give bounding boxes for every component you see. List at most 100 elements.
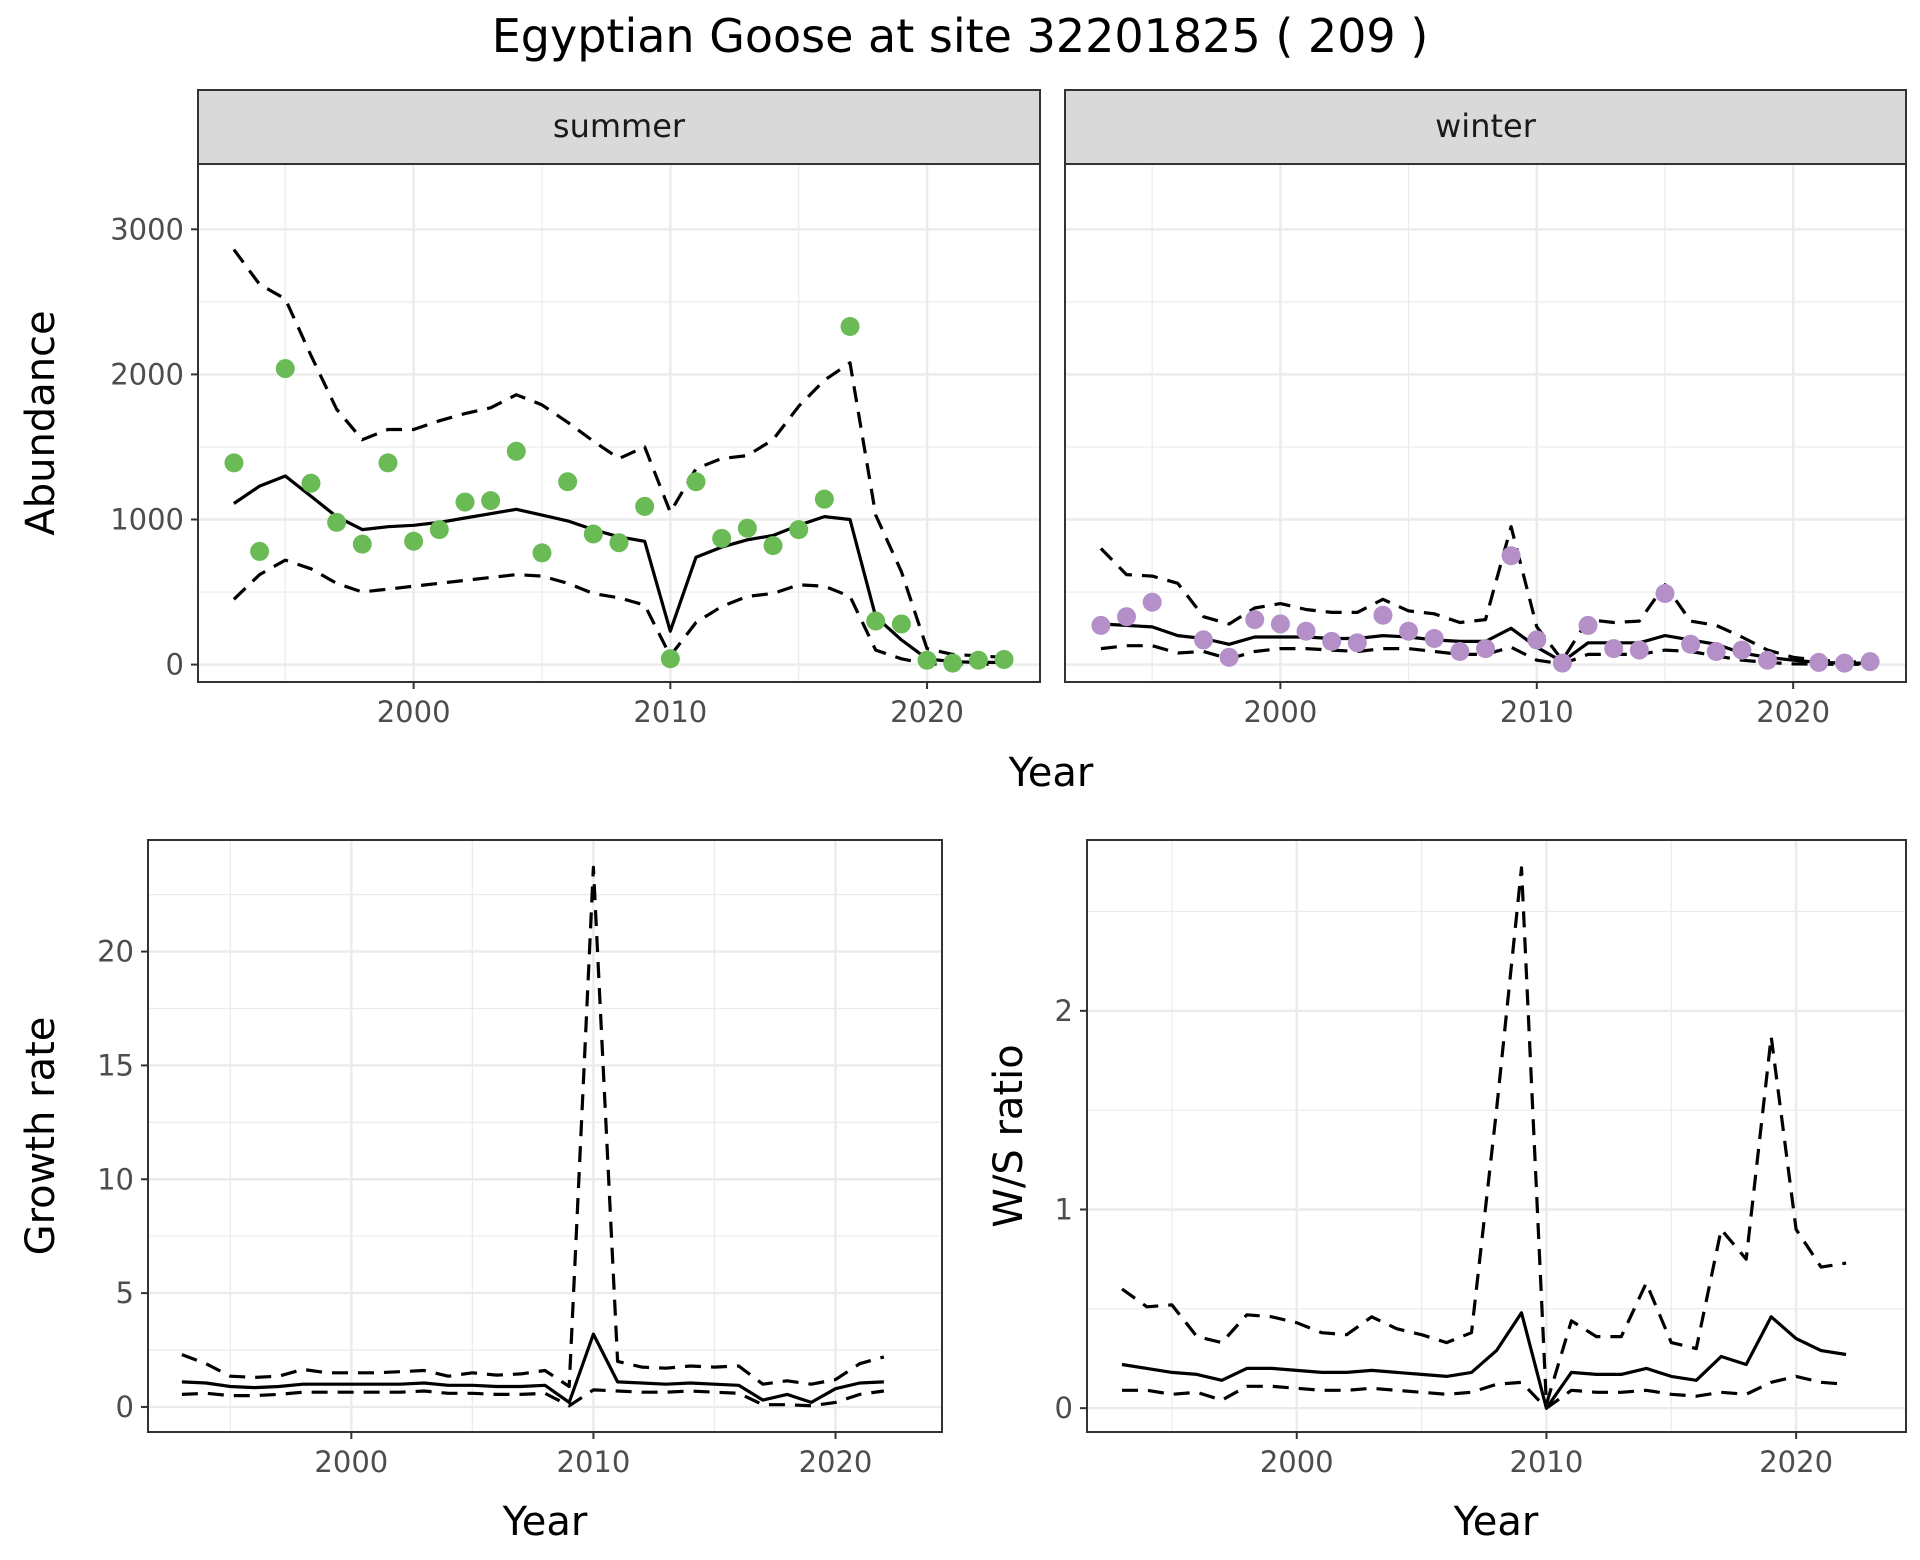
y-tick-label: 20 (97, 935, 134, 969)
data-point-summer-1994 (250, 541, 270, 561)
data-point-winter-2009 (1501, 546, 1521, 566)
data-point-summer-2000 (404, 531, 424, 551)
data-point-winter-2017 (1706, 642, 1726, 662)
data-point-summer-2005 (532, 543, 552, 563)
x-tick-label: 2020 (1756, 695, 1830, 729)
data-point-winter-2013 (1604, 639, 1624, 659)
series-lower-line (1122, 1374, 1847, 1410)
y-tick-label: 0 (116, 1390, 134, 1424)
data-point-summer-2015 (789, 520, 809, 540)
series-upper-line (181, 865, 885, 1389)
data-point-summer-2009 (635, 496, 655, 516)
x-tick-label: 2020 (890, 695, 964, 729)
panel-border (147, 839, 943, 1433)
data-point-summer-1998 (352, 534, 372, 554)
data-point-winter-2008 (1476, 639, 1495, 659)
series-upper-line (232, 248, 1005, 659)
data-point-winter-2012 (1578, 615, 1598, 635)
x-axis-title-growth: Year (502, 1499, 588, 1545)
panel-background (148, 840, 942, 1432)
data-point-summer-2011 (686, 472, 706, 492)
y-axis-title-abundance: Abundance (18, 310, 64, 535)
data-point-winter-1995 (1142, 592, 1162, 612)
data-point-summer-2012 (712, 528, 732, 548)
series-lower-line (232, 558, 1005, 666)
data-point-summer-2013 (737, 518, 757, 538)
series-fit-line (1121, 1311, 1847, 1410)
y-axis-title-growth: Growth rate (18, 1017, 64, 1256)
x-tick-label: 2010 (633, 695, 707, 729)
data-point-winter-1993 (1091, 615, 1111, 635)
x-axis-title-ratio: Year (1453, 1499, 1539, 1545)
panel-background (1087, 840, 1906, 1432)
data-point-summer-1997 (327, 512, 347, 532)
data-point-summer-2006 (558, 472, 578, 492)
data-point-summer-2023 (994, 650, 1014, 670)
data-point-winter-2005 (1399, 621, 1419, 641)
facet-strip-winter (1064, 89, 1907, 165)
panel-background (198, 164, 1040, 682)
series-fit-line (181, 1332, 884, 1404)
data-point-summer-2008 (609, 533, 629, 553)
data-point-winter-1998 (1219, 647, 1239, 667)
data-point-winter-1994 (1117, 607, 1137, 627)
x-tick-label: 2000 (314, 1445, 388, 1479)
y-tick-label: 0 (166, 648, 184, 682)
panel-border (1064, 163, 1907, 683)
x-tick-label: 2020 (799, 1445, 873, 1479)
data-point-summer-2004 (506, 441, 526, 461)
y-axis-title-ratio: W/S ratio (986, 1044, 1032, 1227)
series-upper-line (1099, 525, 1871, 664)
panel-background (1065, 164, 1906, 682)
data-point-summer-1999 (378, 453, 398, 473)
data-point-summer-2021 (943, 653, 963, 673)
series-upper-line (1121, 866, 1847, 1406)
series-lower-line (181, 1388, 885, 1408)
panel-border (197, 163, 1041, 683)
data-point-winter-2023 (1860, 652, 1880, 672)
figure-title: Egyptian Goose at site 32201825 ( 209 ) (491, 9, 1429, 63)
data-point-summer-2016 (814, 489, 834, 509)
x-tick-label: 2000 (1260, 1445, 1334, 1479)
data-point-winter-2007 (1450, 642, 1470, 662)
data-point-winter-1999 (1245, 610, 1265, 630)
x-tick-label: 2010 (1500, 695, 1574, 729)
data-point-winter-2004 (1373, 605, 1393, 625)
data-point-summer-2018 (866, 611, 886, 631)
data-point-summer-2017 (840, 317, 860, 337)
x-tick-label: 2000 (1243, 695, 1317, 729)
facet-label-winter: winter (1435, 107, 1537, 145)
data-point-summer-2002 (455, 492, 475, 512)
data-point-summer-1996 (301, 473, 321, 493)
data-point-winter-2010 (1527, 630, 1547, 650)
y-tick-label: 2 (1055, 994, 1073, 1028)
x-tick-label: 2020 (1759, 1445, 1833, 1479)
data-point-summer-2010 (660, 649, 680, 669)
y-tick-label: 1000 (110, 502, 184, 536)
data-point-summer-2019 (891, 614, 911, 634)
panel-border (1086, 839, 1907, 1433)
x-tick-label: 2010 (1510, 1445, 1584, 1479)
facet-strip-summer (197, 89, 1041, 165)
data-point-winter-2015 (1655, 583, 1675, 603)
data-point-summer-1995 (275, 359, 295, 379)
data-point-summer-2014 (763, 536, 783, 556)
y-tick-label: 3000 (110, 212, 184, 246)
data-point-winter-2003 (1347, 633, 1367, 653)
data-point-winter-2011 (1552, 653, 1572, 673)
y-tick-label: 10 (97, 1162, 134, 1196)
data-point-winter-2000 (1270, 614, 1290, 634)
data-point-winter-2022 (1834, 653, 1854, 673)
y-tick-label: 1 (1055, 1193, 1073, 1227)
data-point-winter-2001 (1296, 621, 1316, 641)
data-point-summer-1993 (224, 453, 244, 473)
data-point-summer-2001 (429, 520, 449, 540)
data-point-winter-2002 (1322, 631, 1342, 651)
data-point-summer-2022 (968, 650, 988, 670)
facet-label-summer: summer (553, 107, 686, 145)
data-point-summer-2020 (917, 650, 937, 670)
data-point-winter-2016 (1681, 634, 1701, 654)
x-tick-label: 2000 (377, 695, 451, 729)
